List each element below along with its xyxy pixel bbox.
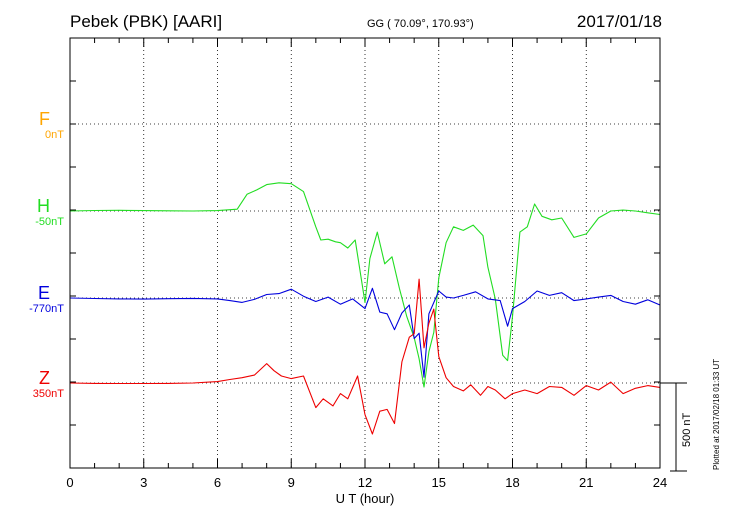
x-axis-label: U T (hour) <box>336 491 395 506</box>
x-tick-label: 18 <box>505 475 519 490</box>
x-tick-label: 0 <box>66 475 73 490</box>
series-line-e <box>69 287 661 378</box>
component-baseline-e: -770nT <box>29 303 64 315</box>
grid-layer <box>70 38 660 468</box>
component-baseline-h: -50nT <box>35 216 64 228</box>
axis-layer: 0 3 6 9 12 15 18 21 24 U T (hour) <box>66 37 687 506</box>
series-line-h <box>69 182 661 388</box>
component-baseline-z: 350nT <box>32 388 64 400</box>
x-tick-label: 6 <box>214 475 221 490</box>
component-letter-e: E <box>37 283 50 303</box>
geographic-coordinates: GG ( 70.09°, 170.93°) <box>367 18 474 30</box>
component-letter-f: F <box>39 109 50 129</box>
x-tick-label: 3 <box>140 475 147 490</box>
plotted-timestamp-note: Plotted at 2017/02/18 01:33 UT <box>712 358 721 470</box>
component-letter-z: Z <box>39 368 50 388</box>
series-line-z <box>69 278 661 435</box>
x-tick-label: 24 <box>653 475 667 490</box>
x-tick-label: 9 <box>288 475 295 490</box>
component-letter-h: H <box>37 196 50 216</box>
scale-bar-label: 500 nT <box>681 412 693 447</box>
observation-date: 2017/01/18 <box>576 12 662 31</box>
x-tick-label: 12 <box>358 475 372 490</box>
x-tick-label: 21 <box>579 475 593 490</box>
series-layer <box>69 182 661 435</box>
station-title: Pebek (PBK) [AARI] <box>70 12 223 31</box>
component-baseline-f: 0nT <box>45 129 64 141</box>
x-tick-label: 15 <box>432 475 446 490</box>
